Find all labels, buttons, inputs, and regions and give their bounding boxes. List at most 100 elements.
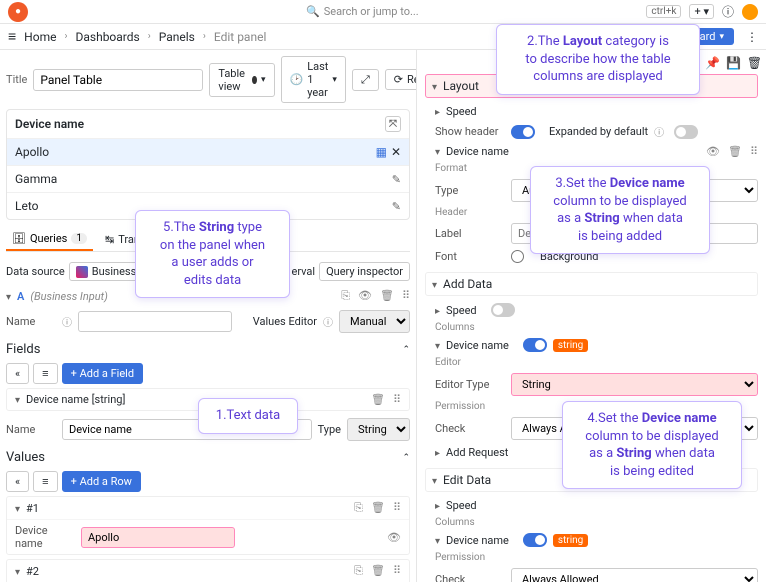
tab-queries[interactable]: 🗄Queries1 (6, 228, 93, 251)
value-input[interactable] (81, 527, 235, 548)
crumb-edit: Edit panel (214, 30, 266, 44)
crumb-home[interactable]: Home (24, 30, 56, 44)
string-tag: string (553, 339, 588, 352)
close-icon[interactable]: ✕ (391, 145, 401, 159)
drag-icon[interactable]: ⠿ (750, 145, 758, 158)
add-data-section[interactable]: Add Data (425, 272, 758, 296)
font-radio[interactable] (511, 250, 524, 263)
avatar-icon[interactable] (742, 4, 758, 20)
collapse-button[interactable]: ≡ (33, 363, 57, 384)
table-row[interactable]: Apollo ▦✕ (7, 138, 409, 165)
right-pane: 📌 💾 🗑 Layout Speed Show headerExpanded b… (416, 50, 766, 582)
drag-icon[interactable]: ⠿ (393, 393, 401, 406)
zoom-out-button[interactable]: ⤢ (352, 69, 379, 91)
chevron-down-icon (6, 290, 11, 303)
chevron-down-icon (435, 145, 440, 158)
field-type-select[interactable]: String (347, 418, 410, 441)
panel-title-input[interactable] (33, 69, 203, 91)
query-name-input[interactable] (78, 311, 232, 332)
add-field-button[interactable]: + Add a Field (62, 363, 143, 384)
add-row-button[interactable]: + Add a Row (62, 471, 141, 492)
add-device-name-row[interactable]: Device namestring (435, 335, 758, 355)
chevron-right-icon (435, 446, 440, 459)
panel-toolbar: Title Table view▾ 🕑Last 1 year▾ ⤢ ⟳Refre… (6, 56, 410, 103)
col-device-name: Device name (15, 117, 84, 131)
expanded-toggle[interactable] (674, 125, 698, 139)
duplicate-icon[interactable]: ⎘ (341, 289, 350, 303)
values-header[interactable]: Values⌃ (6, 444, 410, 471)
menu-icon[interactable]: ≡ (8, 28, 16, 45)
trash-icon[interactable]: 🗑 (371, 393, 385, 406)
info-icon: ⓘ (62, 314, 72, 329)
chevron-right-icon (435, 304, 440, 317)
trash-icon[interactable]: 🗑 (371, 564, 385, 578)
collapse-button[interactable]: « (6, 471, 29, 492)
dots-icon[interactable]: ⋮ (746, 30, 758, 44)
clock-icon: 🕑 (290, 73, 304, 86)
callout-4: 4.Set the Device name column to be displ… (562, 401, 742, 489)
left-pane: Title Table view▾ 🕑Last 1 year▾ ⤢ ⟳Refre… (0, 50, 416, 582)
value-head[interactable]: #1⎘🗑⠿ (7, 497, 409, 519)
speed-row[interactable]: Speed (435, 102, 758, 121)
query-source-note: (Business Input) (30, 290, 107, 303)
plus-icon[interactable]: + ▾ (689, 4, 714, 19)
link-icon[interactable]: ▦ (376, 145, 387, 159)
trash-icon[interactable]: 🗑 (728, 145, 742, 158)
crumb-dashboards[interactable]: Dashboards (75, 30, 139, 44)
value-item-2: #2⎘🗑⠿ Device name👁 (6, 559, 410, 582)
chevron-right-icon (435, 105, 440, 118)
global-search[interactable]: 🔍 Search or jump to... (306, 5, 638, 18)
add-editor-type-select[interactable]: String (511, 373, 758, 396)
check-select[interactable]: Always Allowed (511, 568, 758, 582)
chevron-down-icon (435, 339, 440, 352)
show-header-toggle[interactable] (511, 125, 535, 139)
app-logo[interactable]: ● (8, 2, 28, 22)
chevron-right-icon: › (148, 31, 151, 42)
speed-toggle[interactable] (491, 303, 515, 317)
drag-icon[interactable]: ⠿ (393, 564, 401, 578)
view-select[interactable]: Table view▾ (209, 63, 274, 97)
collapse-button[interactable]: ≡ (33, 471, 57, 492)
crumb-panels[interactable]: Panels (159, 30, 195, 44)
eye-icon[interactable]: 👁 (387, 531, 401, 544)
search-kbd: ctrl+k (646, 5, 681, 18)
edit-icon[interactable]: ✎ (392, 173, 401, 186)
eye-icon[interactable]: 👁 (358, 289, 372, 303)
chevron-down-icon (432, 473, 437, 487)
trash-icon[interactable]: 🗑 (371, 501, 385, 515)
duplicate-icon[interactable]: ⎘ (354, 564, 363, 578)
col-toggle[interactable] (523, 338, 547, 352)
drag-icon[interactable]: ⠿ (402, 289, 410, 303)
save-icon[interactable]: 💾 (726, 56, 741, 70)
drag-icon[interactable]: ⤧ (385, 116, 401, 132)
chevron-down-icon (435, 534, 440, 547)
collapse-button[interactable]: « (6, 363, 29, 384)
transform-icon: ↹ (105, 233, 114, 246)
table-row[interactable]: Gamma ✎ (7, 165, 409, 192)
search-icon: 🔍 (306, 5, 320, 18)
callout-2: 2.The Layout category is to describe how… (496, 24, 700, 95)
refresh-button[interactable]: ⟳Refresh (385, 69, 416, 90)
chevron-right-icon: › (203, 31, 206, 42)
time-range[interactable]: 🕑Last 1 year▾ (281, 56, 346, 103)
value-head[interactable]: #2⎘🗑⠿ (7, 560, 409, 582)
chevron-right-icon (435, 499, 440, 512)
eye-icon[interactable]: 👁 (706, 145, 720, 158)
trash-icon[interactable]: 🗑 (380, 289, 394, 303)
edit-icon[interactable]: ✎ (392, 200, 401, 213)
duplicate-icon[interactable]: ⎘ (354, 501, 363, 515)
device-table: Device name ⤧ Apollo ▦✕ Gamma ✎ Leto ✎ (6, 109, 410, 220)
edit-device-name-row[interactable]: Device namestring (435, 530, 758, 550)
refresh-icon: ⟳ (394, 73, 403, 86)
datasource-icon (76, 266, 88, 278)
device-name-row[interactable]: Device name👁🗑⠿ (435, 142, 758, 161)
trash-icon[interactable]: 🗑 (747, 56, 762, 70)
drag-icon[interactable]: ⠿ (393, 501, 401, 515)
pin-icon[interactable]: 📌 (705, 56, 720, 70)
col-toggle[interactable] (523, 533, 547, 547)
values-editor-select[interactable]: Manual (339, 310, 410, 333)
query-inspector-button[interactable]: Query inspector (319, 262, 410, 281)
help-icon[interactable]: ⓘ (722, 3, 734, 20)
fields-header[interactable]: Fields⌃ (6, 336, 410, 363)
datasource-label: Data source (6, 265, 65, 278)
